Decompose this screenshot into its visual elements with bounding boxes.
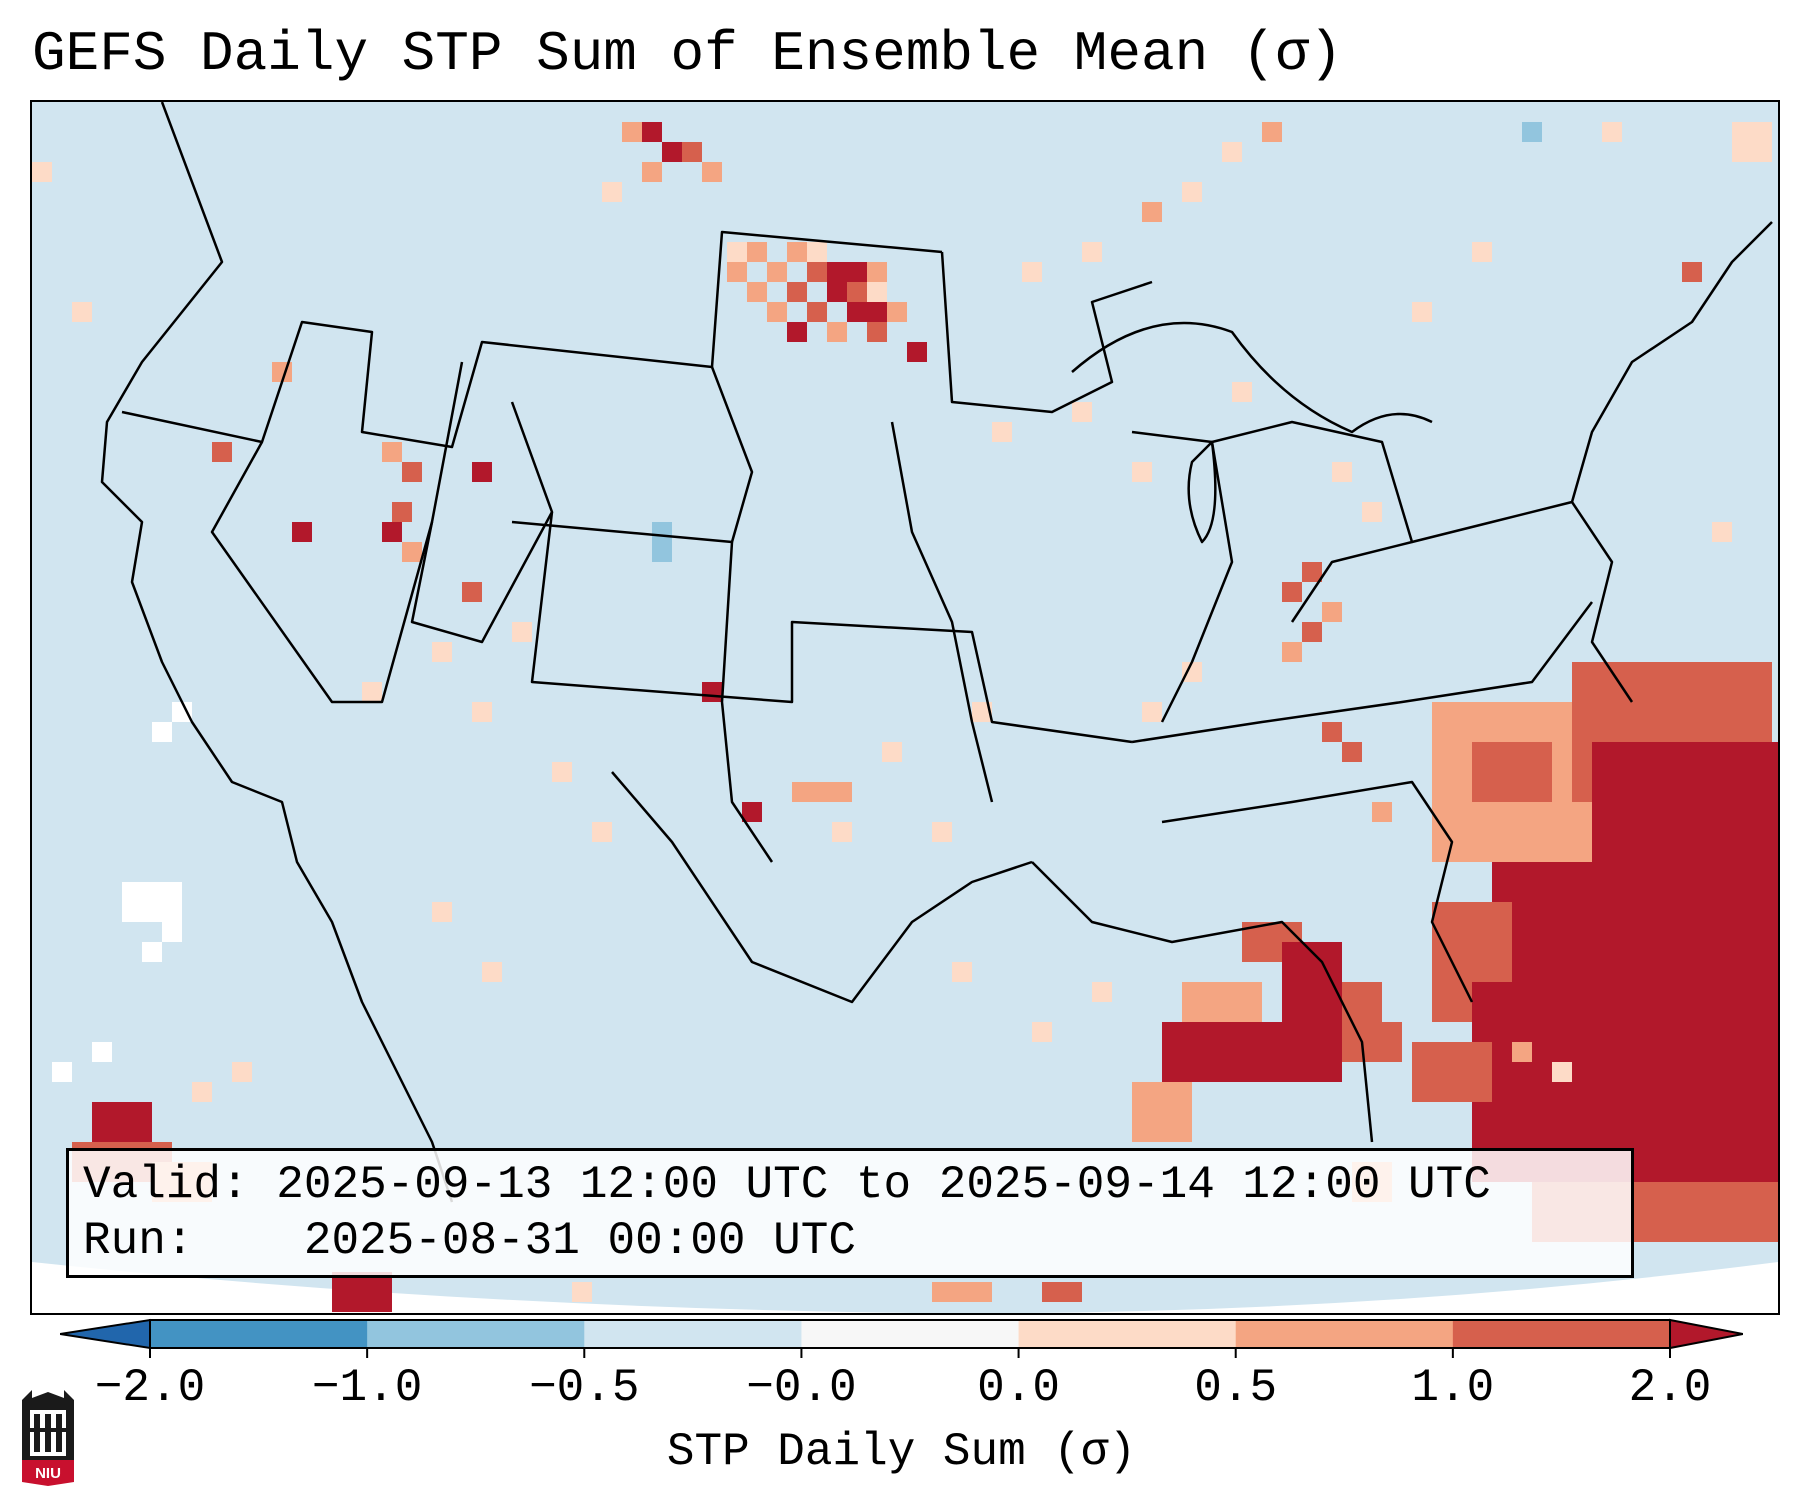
colorbar-low-extend <box>60 1318 151 1350</box>
colorbar-label: STP Daily Sum (σ) <box>666 1426 1137 1478</box>
minnesota-wisconsin <box>940 251 1153 414</box>
valid-info-box: Valid: 2025-09-13 12:00 UTC to 2025-09-1… <box>66 1148 1634 1278</box>
colorbar-bin <box>801 1320 1020 1348</box>
run-label: Run: <box>83 1215 194 1267</box>
colorbar-tick-label: 0.5 <box>1194 1362 1278 1414</box>
niu-logo-text: NIU <box>35 1465 61 1482</box>
northeast <box>1411 221 1773 544</box>
colorbar-tick-label: 2.0 <box>1628 1362 1712 1414</box>
new-mexico <box>720 541 774 863</box>
state-borders <box>100 102 1773 1203</box>
colorbar-tick-label: −0.5 <box>529 1362 640 1414</box>
southern-plains <box>530 511 1133 744</box>
map-panel <box>30 100 1780 1315</box>
colorbar-bin <box>1452 1320 1671 1348</box>
nevada-idaho <box>210 361 464 704</box>
colorbar-bin-low <box>60 1320 150 1348</box>
colorbar-bin <box>367 1320 585 1348</box>
utah <box>410 401 554 644</box>
niu-logo: NIU <box>20 1390 76 1486</box>
colorbar-bin <box>1018 1320 1237 1348</box>
map-title: GEFS Daily STP Sum of Ensemble Mean (σ) <box>32 22 1343 86</box>
northern-tier <box>121 230 943 449</box>
colorbar-tick-label: −1.0 <box>311 1362 423 1414</box>
lake-michigan <box>1187 440 1217 544</box>
colorbar-bins <box>60 1320 1743 1348</box>
colorbar-bin-high <box>1670 1320 1743 1348</box>
valid-range: 2025-09-13 12:00 UTC to 2025-09-14 12:00… <box>276 1159 1491 1211</box>
colorado-wyoming <box>511 366 754 544</box>
stp-map <box>32 102 1778 1313</box>
deep-south <box>1161 780 1474 1003</box>
anomaly-cells <box>32 122 1778 1312</box>
colorbar-bin <box>1235 1320 1454 1348</box>
great-lakes <box>1071 321 1433 434</box>
colorbar <box>60 1318 1743 1358</box>
colorbar-tick-label: 1.0 <box>1411 1362 1495 1414</box>
niu-logo-icon <box>22 1390 74 1486</box>
colorbar-tick-label: −2.0 <box>94 1362 206 1414</box>
colorbar-tick-label: −0.0 <box>746 1362 857 1414</box>
illinois-indiana <box>1131 430 1234 723</box>
colorbar-tick-label: 0.0 <box>977 1362 1060 1414</box>
tennessee-carolina <box>1131 601 1593 744</box>
colorbar-ticks <box>149 1348 1671 1358</box>
mississippi-river <box>890 421 994 803</box>
run-time: 2025-08-31 00:00 UTC <box>303 1215 856 1267</box>
atlantic-coast <box>1570 501 1634 703</box>
colorbar-high-extend <box>1669 1318 1743 1350</box>
gulf-coast <box>1031 861 1374 1143</box>
valid-label: Valid: <box>83 1159 249 1211</box>
us-west-coast <box>100 102 454 1203</box>
colorbar-bin <box>584 1320 802 1348</box>
ohio-valley <box>1211 420 1414 623</box>
texas <box>611 771 1033 1004</box>
colorbar-tick-labels: −2.0 −1.0 −0.5 −0.0 0.0 0.5 1.0 2.0 <box>0 1360 1803 1420</box>
colorbar-bin <box>150 1320 368 1348</box>
